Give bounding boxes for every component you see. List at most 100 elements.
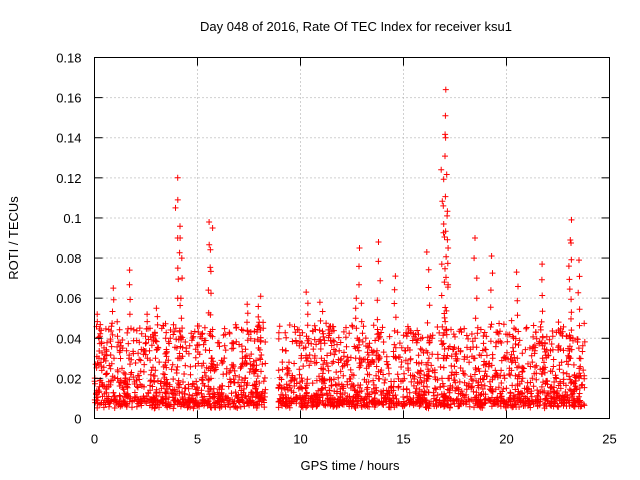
data-point xyxy=(411,333,417,340)
data-point xyxy=(386,370,392,377)
data-point xyxy=(463,391,470,398)
data-point xyxy=(179,334,186,341)
data-point xyxy=(550,356,557,363)
data-point xyxy=(300,363,307,370)
data-point xyxy=(530,383,537,390)
data-point xyxy=(94,360,101,367)
data-point xyxy=(120,369,127,376)
data-point xyxy=(361,396,368,403)
data-point xyxy=(570,337,576,344)
data-point xyxy=(388,384,395,390)
data-point xyxy=(514,312,521,319)
data-point xyxy=(302,344,309,351)
data-point xyxy=(291,323,298,330)
data-point xyxy=(515,371,522,378)
data-point xyxy=(114,397,120,404)
data-point xyxy=(175,380,181,387)
data-point xyxy=(500,385,507,392)
data-point xyxy=(226,330,233,337)
data-point xyxy=(209,363,216,369)
data-point xyxy=(539,355,546,362)
data-point xyxy=(176,249,183,256)
data-point xyxy=(279,366,286,373)
data-point xyxy=(148,342,155,349)
data-point xyxy=(298,384,305,391)
y-tick-label: 0.1 xyxy=(63,211,81,226)
data-point xyxy=(199,394,206,401)
data-point xyxy=(331,338,338,345)
data-point xyxy=(465,335,472,342)
data-point xyxy=(374,331,381,338)
data-point xyxy=(337,339,344,346)
x-axis-label: GPS time / hours xyxy=(301,458,400,473)
data-point xyxy=(458,329,465,336)
data-point xyxy=(142,340,149,347)
data-point xyxy=(356,263,362,270)
data-point xyxy=(135,396,142,403)
data-point xyxy=(522,395,529,402)
data-point xyxy=(425,389,432,396)
data-point xyxy=(433,386,440,393)
data-point xyxy=(136,325,143,332)
data-point xyxy=(500,354,507,361)
data-point xyxy=(142,333,149,340)
data-point xyxy=(538,318,545,325)
data-point xyxy=(513,269,520,276)
data-point xyxy=(256,324,263,331)
data-point xyxy=(327,392,334,399)
data-point xyxy=(563,399,570,406)
data-point xyxy=(541,369,548,376)
data-point xyxy=(442,134,449,141)
data-point xyxy=(326,332,332,339)
data-point xyxy=(166,340,173,347)
data-point xyxy=(385,365,392,372)
data-point xyxy=(512,386,519,393)
data-point xyxy=(352,305,359,312)
y-tick-label: 0.08 xyxy=(56,251,81,266)
data-point xyxy=(314,393,321,400)
data-point xyxy=(555,342,562,349)
data-point xyxy=(212,399,218,406)
data-point xyxy=(223,370,230,377)
data-point xyxy=(424,383,431,390)
data-point xyxy=(385,388,392,394)
data-point xyxy=(398,359,405,365)
data-point xyxy=(95,334,102,341)
data-point xyxy=(364,403,371,410)
data-point xyxy=(575,345,582,352)
data-point xyxy=(495,398,502,405)
data-point xyxy=(391,341,398,348)
data-point xyxy=(319,308,326,315)
data-point xyxy=(293,340,300,347)
data-point xyxy=(520,365,527,372)
data-point xyxy=(468,376,475,383)
data-point xyxy=(576,306,583,313)
data-point xyxy=(560,369,567,376)
data-point xyxy=(410,330,417,337)
data-point xyxy=(248,351,255,358)
data-point xyxy=(324,352,331,359)
data-point xyxy=(464,354,471,361)
data-point xyxy=(306,352,313,358)
data-point xyxy=(514,375,521,382)
data-point xyxy=(371,404,378,410)
data-point xyxy=(463,332,470,339)
data-point xyxy=(221,402,228,408)
data-point xyxy=(134,383,140,390)
data-point xyxy=(207,268,214,275)
data-point xyxy=(276,323,283,330)
data-point xyxy=(244,319,250,326)
data-point xyxy=(347,385,354,391)
data-point xyxy=(568,346,575,353)
data-point xyxy=(275,367,282,374)
data-point xyxy=(409,372,416,379)
data-point xyxy=(430,401,437,407)
data-point xyxy=(323,320,330,327)
data-point xyxy=(481,396,488,403)
data-point xyxy=(165,357,172,364)
data-point xyxy=(366,393,373,400)
data-point xyxy=(133,327,140,334)
data-point xyxy=(105,378,112,385)
data-point xyxy=(355,347,362,354)
data-point xyxy=(96,355,102,362)
